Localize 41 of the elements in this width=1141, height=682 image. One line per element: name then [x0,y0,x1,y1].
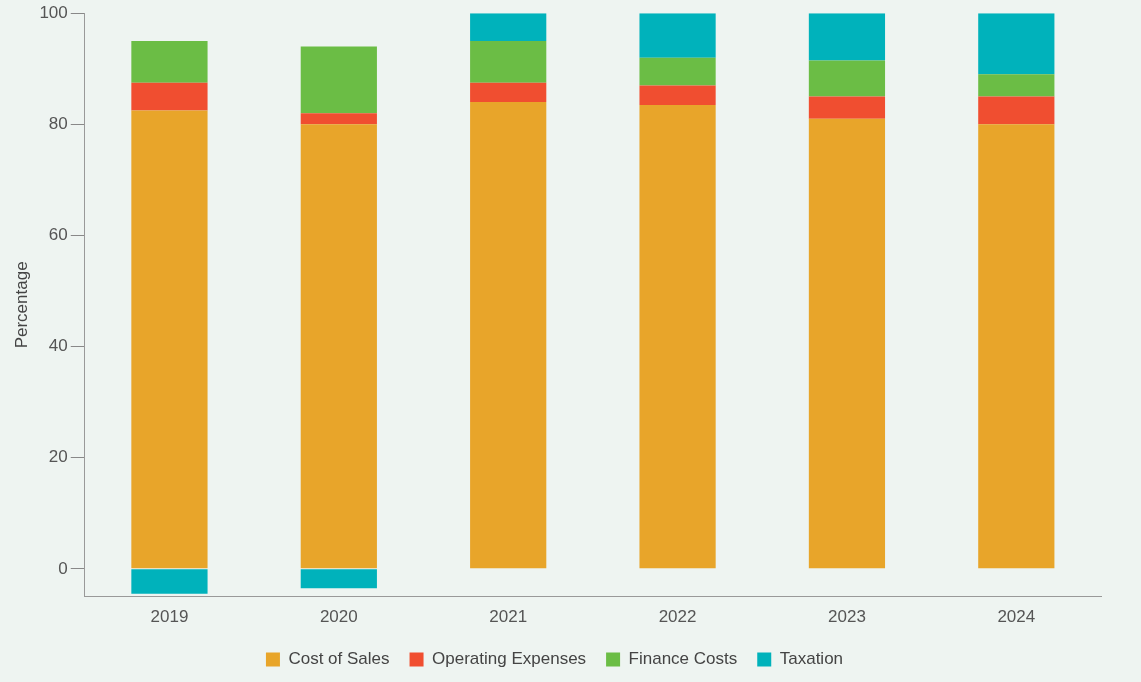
bar [131,569,208,594]
bar [300,124,377,569]
legend-label: Finance Costs [628,649,738,669]
bar [470,82,547,103]
y-tick-label: 80 [48,114,68,134]
x-tick-label: 2019 [150,607,189,627]
x-tick-label: 2022 [658,607,697,627]
bar [808,60,886,97]
bar [131,110,208,569]
bar [978,74,1055,97]
bar [639,57,716,86]
y-tick-label: 100 [39,2,68,22]
y-tick-label: 60 [48,225,68,245]
legend-label: Taxation [779,649,844,669]
y-tick-label: 0 [58,558,68,578]
bar [131,40,208,83]
y-tick-label: 20 [48,447,68,467]
bar [470,40,547,83]
bar [978,124,1055,569]
bar [300,113,377,125]
bar [639,104,716,569]
bar [978,96,1055,125]
bar [808,13,886,61]
bar [808,96,886,119]
y-axis-title: Percentage [11,261,31,349]
bar [470,13,547,41]
legend-label: Cost of Sales [288,649,390,669]
bar [808,118,886,569]
x-tick-label: 2021 [489,607,528,627]
legend-label: Operating Expenses [432,649,587,669]
x-tick-label: 2023 [828,607,866,627]
bar [639,85,716,105]
bar [470,102,547,569]
x-tick-label: 2024 [997,607,1036,627]
y-tick-label: 40 [48,336,68,356]
bar [978,13,1055,75]
bar [300,569,377,589]
x-tick-label: 2020 [319,607,358,627]
bar [131,82,208,111]
bar [300,46,377,114]
bar [639,13,716,58]
